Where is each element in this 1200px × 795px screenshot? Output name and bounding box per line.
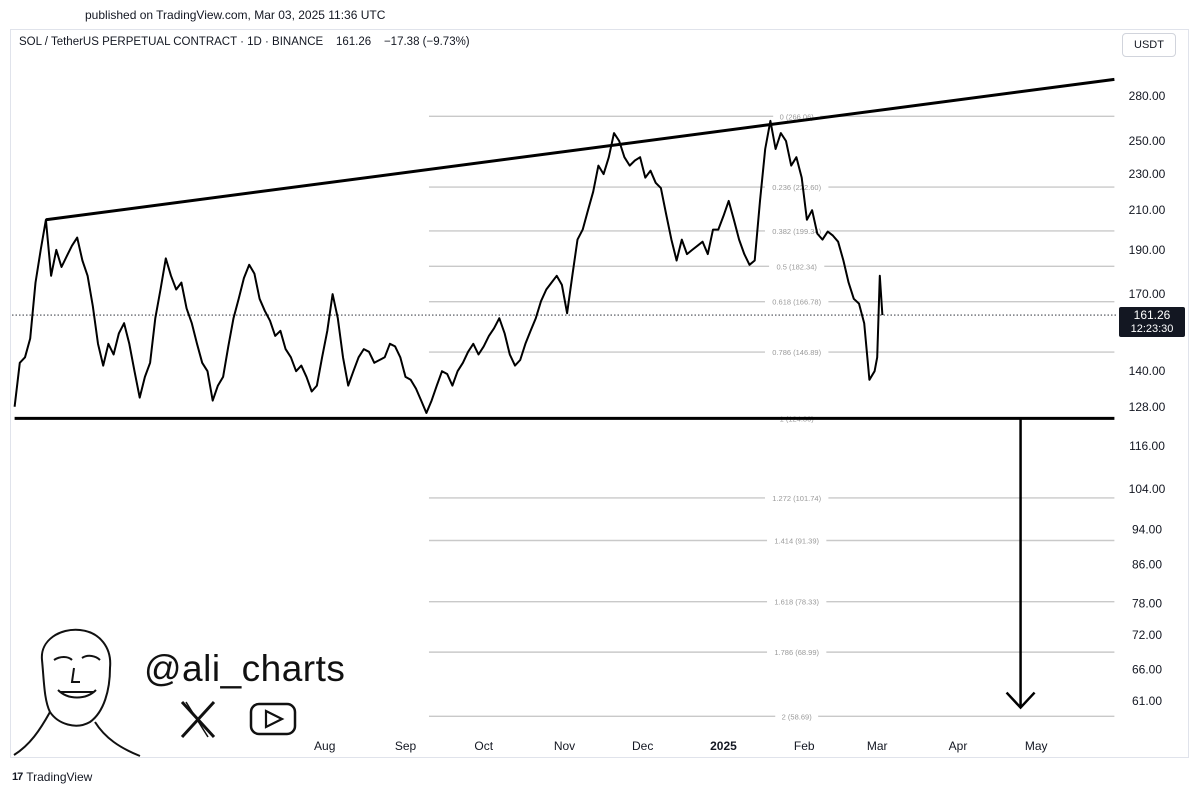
- upper-trendline[interactable]: [45, 77, 1115, 222]
- x-tick-label: Mar: [867, 739, 888, 753]
- projection-arrow-head[interactable]: [1005, 691, 1036, 710]
- current-price-value: 161.26: [1134, 308, 1171, 322]
- fib-level-label: 0.786 (146.89): [772, 348, 821, 357]
- fib-label-backing: [764, 296, 829, 307]
- currency-button[interactable]: USDT: [1122, 33, 1176, 57]
- fib-level-label: 0.618 (166.78): [772, 298, 821, 307]
- sol-price-line[interactable]: [13, 119, 884, 414]
- fib-label-backing: [767, 535, 827, 546]
- y-tick-label: 66.00: [1132, 663, 1162, 677]
- published-note: published on TradingView.com, Mar 03, 20…: [85, 8, 386, 22]
- y-tick-label: 104.00: [1129, 482, 1166, 496]
- fib-label-backing: [764, 492, 829, 503]
- watermark-handle: @ali_charts: [144, 648, 346, 689]
- x-tick-label: Nov: [554, 739, 575, 753]
- fib-level-label: 2 (58.69): [782, 712, 813, 721]
- y-tick-label: 280.00: [1129, 89, 1166, 103]
- x-tick-label: Apr: [949, 739, 968, 753]
- symbol-price: 161.26: [335, 36, 372, 48]
- candle-countdown: 12:23:30: [1131, 323, 1174, 335]
- avatar-doodle: [13, 628, 141, 757]
- fib-label-backing: [767, 647, 827, 658]
- fib-label-backing: [769, 261, 825, 272]
- y-tick-label: 140.00: [1129, 364, 1166, 378]
- x-tick-label: Oct: [474, 739, 493, 753]
- fib-level-label: 1.618 (78.33): [774, 598, 819, 607]
- y-tick-label: 116.00: [1129, 439, 1165, 453]
- x-tick-label: May: [1025, 739, 1048, 753]
- symbol-bar[interactable]: SOL / TetherUS PERPETUAL CONTRACT · 1D ·…: [19, 36, 470, 48]
- x-tick-label: Sep: [395, 739, 417, 753]
- chart-frame: [10, 29, 1189, 758]
- x-tick-label: Dec: [632, 739, 653, 753]
- youtube-play-icon[interactable]: [249, 702, 297, 736]
- y-tick-label: 190.00: [1129, 243, 1166, 257]
- fib-level-label: 0.236 (222.60): [772, 183, 821, 192]
- fib-label-backing: [767, 596, 827, 607]
- fib-level-label: 1.272 (101.74): [772, 494, 821, 503]
- y-tick-label: 72.00: [1132, 628, 1162, 642]
- y-tick-label: 86.00: [1132, 558, 1162, 572]
- fib-level-label: 0.382 (199.34): [772, 227, 821, 236]
- fib-label-backing: [764, 347, 829, 358]
- y-tick-label: 210.00: [1129, 203, 1166, 217]
- y-tick-label: 94.00: [1132, 522, 1162, 536]
- brand-label: TradingView: [26, 770, 93, 784]
- tradingview-brand[interactable]: 17 TradingView: [12, 770, 92, 784]
- fib-label-backing: [764, 182, 829, 193]
- current-price-label[interactable]: [1119, 307, 1185, 338]
- x-tick-label: Aug: [314, 739, 335, 753]
- fib-level-label: 1.786 (68.99): [774, 648, 819, 657]
- y-tick-label: 61.00: [1132, 694, 1162, 708]
- fib-label-backing: [773, 111, 821, 122]
- x-tick-label: 2025: [710, 739, 737, 753]
- fib-label-backing: [775, 711, 819, 722]
- tradingview-logo-icon: 17: [12, 771, 23, 783]
- x-tick-label: Feb: [794, 739, 815, 753]
- y-tick-label: 78.00: [1132, 596, 1162, 610]
- symbol-label[interactable]: SOL / TetherUS PERPETUAL CONTRACT · 1D ·…: [19, 36, 324, 48]
- fib-level-label: 1.414 (91.39): [774, 537, 819, 546]
- symbol-change: −17.38 (−9.73%): [383, 36, 470, 48]
- y-tick-label: 128.00: [1129, 400, 1166, 414]
- x-logo-icon[interactable]: [180, 700, 216, 739]
- y-tick-label: 250.00: [1129, 134, 1166, 148]
- fib-level-label: 0 (266.06): [780, 112, 815, 121]
- fib-level-label: 0.5 (182.34): [776, 262, 817, 271]
- y-tick-label: 230.00: [1129, 167, 1166, 181]
- fib-label-backing: [764, 225, 829, 236]
- y-tick-label: 170.00: [1129, 287, 1166, 301]
